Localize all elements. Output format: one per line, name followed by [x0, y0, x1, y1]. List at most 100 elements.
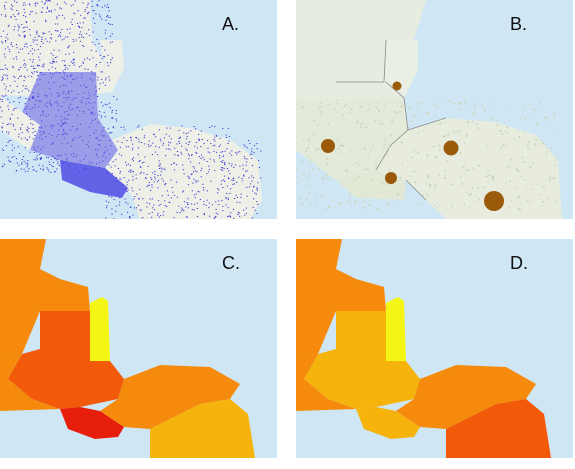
density-dot	[147, 144, 149, 146]
density-dot	[105, 19, 107, 21]
density-dot	[202, 187, 205, 189]
density-dot	[29, 29, 31, 30]
terrain-speck	[395, 171, 397, 173]
terrain-speck	[436, 206, 439, 209]
density-dot	[198, 162, 200, 164]
density-dot	[110, 62, 112, 64]
terrain-speck	[494, 167, 497, 170]
region-mexico	[0, 239, 90, 359]
density-dot	[119, 197, 121, 199]
density-dot	[140, 171, 142, 173]
density-dot	[101, 78, 103, 80]
terrain-speck	[408, 125, 411, 128]
density-dot	[256, 213, 258, 214]
density-dot	[94, 44, 96, 46]
density-dot	[160, 174, 162, 176]
terrain-speck	[334, 107, 337, 110]
terrain-speck	[532, 162, 534, 165]
density-dot	[161, 178, 163, 180]
density-dot	[13, 75, 15, 77]
density-dot	[51, 60, 54, 62]
terrain-speck	[391, 120, 394, 123]
terrain-speck	[341, 114, 344, 117]
density-dot	[225, 134, 227, 136]
density-dot	[224, 163, 226, 165]
density-dot	[10, 4, 13, 6]
density-dot	[83, 17, 85, 19]
density-dot	[231, 150, 233, 152]
terrain-speck	[438, 144, 441, 147]
density-dot	[20, 128, 22, 130]
density-dot	[20, 168, 22, 170]
terrain-speck	[402, 151, 404, 153]
terrain-speck	[425, 183, 427, 185]
density-dot	[53, 49, 55, 51]
density-dot	[116, 177, 118, 179]
density-dot	[194, 197, 196, 199]
density-dot	[223, 168, 225, 170]
terrain-speck	[307, 140, 310, 142]
density-dot	[210, 180, 212, 182]
terrain-speck	[383, 138, 386, 141]
density-dot	[132, 190, 134, 192]
density-dot	[123, 126, 125, 128]
density-dot	[3, 150, 5, 151]
density-dot	[89, 59, 91, 60]
density-dot	[136, 207, 138, 209]
region-guatemala	[304, 311, 420, 409]
density-dot	[7, 25, 9, 27]
terrain-speck	[401, 164, 404, 166]
terrain-speck	[381, 113, 383, 115]
density-dot	[139, 160, 141, 161]
density-dot	[63, 64, 65, 66]
terrain-speck	[552, 176, 555, 180]
density-dot	[200, 154, 203, 156]
density-dot	[187, 153, 189, 155]
terrain-speck	[324, 135, 326, 137]
density-dot	[222, 151, 224, 153]
density-dot	[58, 14, 60, 16]
terrain-speck	[538, 156, 540, 158]
density-dot	[4, 64, 6, 66]
density-dot	[21, 162, 23, 164]
terrain-speck	[308, 172, 310, 175]
density-dot	[48, 161, 50, 163]
density-dot	[36, 155, 38, 157]
density-dot	[144, 156, 146, 158]
density-dot	[99, 54, 101, 56]
density-dot	[23, 59, 25, 61]
terrain-speck	[469, 168, 471, 170]
panel-c-choropleth-map: C.	[0, 239, 277, 458]
land-honduras-nicaragua	[105, 124, 262, 219]
density-dot	[188, 158, 190, 160]
density-dot	[68, 65, 71, 67]
terrain-speck	[458, 196, 460, 198]
density-dot	[157, 200, 160, 202]
density-dot	[105, 79, 107, 81]
density-dot	[134, 196, 136, 197]
terrain-speck	[526, 188, 528, 190]
region-el-salvador	[356, 407, 420, 439]
density-dot	[88, 34, 91, 36]
terrain-speck	[333, 205, 336, 208]
density-dot	[119, 172, 121, 174]
terrain-speck	[529, 166, 532, 169]
density-dot	[211, 204, 213, 206]
density-dot	[229, 216, 232, 218]
density-dot	[130, 139, 132, 141]
density-dot	[18, 12, 20, 14]
terrain-speck	[539, 139, 541, 142]
terrain-speck	[296, 143, 297, 145]
terrain-speck	[414, 180, 417, 184]
density-dot	[29, 151, 31, 153]
density-dot	[37, 65, 39, 67]
terrain-speck	[341, 144, 345, 147]
terrain-speck	[524, 178, 526, 181]
terrain-speck	[462, 157, 464, 158]
density-dot	[44, 2, 46, 4]
density-dot	[164, 155, 167, 157]
density-dot	[26, 166, 28, 168]
density-dot	[251, 165, 254, 166]
density-dot	[35, 5, 37, 7]
density-dot	[28, 75, 30, 77]
